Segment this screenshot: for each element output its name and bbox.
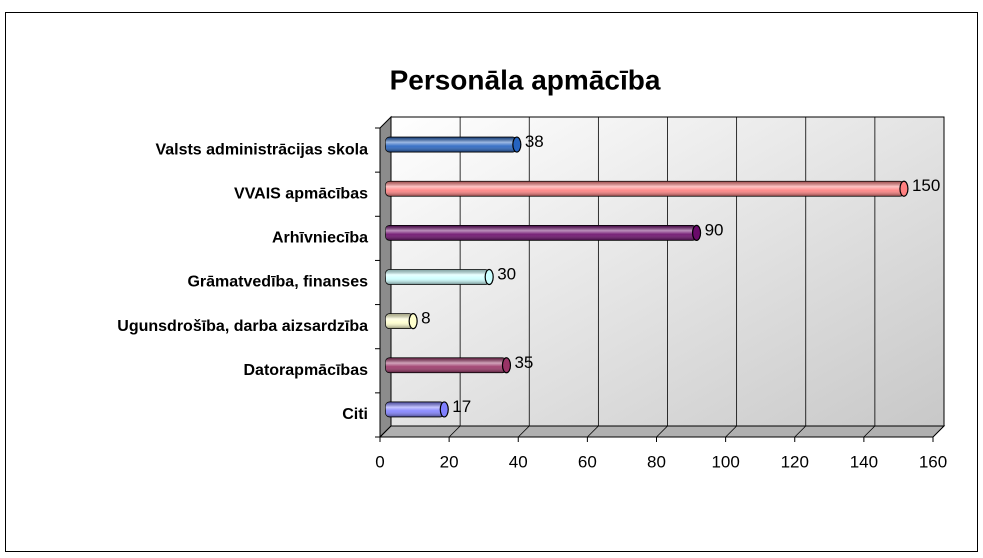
value-label: 90 <box>705 220 724 239</box>
grid-line-floor <box>656 425 668 438</box>
bar-highlight <box>385 137 517 153</box>
x-tick-label: 140 <box>850 452 878 471</box>
bar-cap <box>691 224 702 241</box>
value-label: 150 <box>912 176 940 195</box>
value-label: 38 <box>525 132 544 151</box>
y-tick-label: Datorapmācības <box>244 362 369 379</box>
grid-line-floor <box>725 425 737 438</box>
bar-highlight <box>385 181 904 197</box>
bar-cap <box>484 268 494 286</box>
grid-line-floor <box>932 425 945 438</box>
y-tick-label: Arhīvniecība <box>272 230 368 247</box>
x-tick-label: 40 <box>509 452 528 471</box>
value-label: 17 <box>452 397 471 416</box>
chart-title: Personāla apmācība <box>390 64 661 95</box>
y-tick-label: Citi <box>342 406 368 423</box>
bar-cap <box>512 136 522 153</box>
grid-line-floor <box>448 425 461 438</box>
y-tick-label: VVAIS apmācības <box>234 185 368 202</box>
bar-cap <box>408 313 418 330</box>
bar-highlight <box>385 269 490 285</box>
value-label: 35 <box>514 353 533 372</box>
x-tick-label: 100 <box>711 452 739 471</box>
x-tick-label: 60 <box>578 452 597 471</box>
x-tick-label: 20 <box>440 452 459 471</box>
x-tick-label: 80 <box>647 452 666 471</box>
bar-highlight <box>385 225 697 241</box>
bar-cap <box>899 180 909 197</box>
bar-cap <box>501 357 512 374</box>
bar-highlight <box>385 357 507 373</box>
x-tick-label: 0 <box>375 452 384 471</box>
x-tick-label: 120 <box>781 452 809 471</box>
grid-line-floor <box>379 425 392 438</box>
x-tick-label: 160 <box>919 452 947 471</box>
grid-line-floor <box>517 425 530 438</box>
grid-line-floor <box>587 425 599 438</box>
bar-cap <box>439 401 449 418</box>
y-tick-label: Grāmatvedība, finanses <box>187 274 368 291</box>
y-tick-label: Ugunsdrošība, darba aizsardzība <box>117 318 368 335</box>
grid-line-floor <box>794 425 807 438</box>
value-label: 8 <box>421 309 430 328</box>
y-tick-label: Valsts administrācijas skola <box>155 141 368 158</box>
value-label: 30 <box>497 264 516 283</box>
bar-highlight <box>385 313 414 329</box>
grid-line-floor <box>863 425 876 438</box>
bar-highlight <box>385 401 445 417</box>
